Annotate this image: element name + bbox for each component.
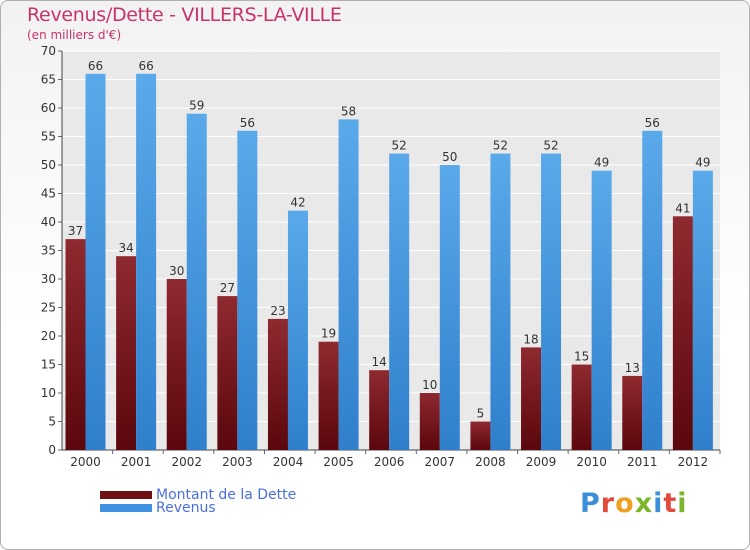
value-label-debt: 5 (477, 407, 485, 421)
x-tick-label: 2008 (475, 455, 506, 469)
x-tick-label: 2001 (121, 455, 152, 469)
legend-label-revenue: Revenus (156, 500, 216, 516)
x-tick-label: 2000 (70, 455, 101, 469)
bar-revenue (187, 114, 207, 450)
value-label-revenue: 50 (442, 150, 457, 164)
value-label-revenue: 49 (695, 156, 710, 170)
bar-revenue (592, 171, 612, 450)
bar-debt (167, 279, 187, 450)
bar-debt (369, 370, 389, 450)
value-label-debt: 10 (422, 378, 437, 392)
bar-debt (673, 216, 693, 450)
bar-revenue (288, 211, 308, 450)
value-label-debt: 37 (68, 224, 83, 238)
value-label-revenue: 52 (543, 139, 558, 153)
x-tick-label: 2003 (222, 455, 253, 469)
bar-chart: 0 5 10 15 20 25 30 35 40 45 50 55 60 65 70 37 66 2000 34 66… (0, 0, 750, 550)
y-tick-label: 55 (41, 130, 56, 144)
x-tick-label: 2009 (526, 455, 557, 469)
legend-swatch-debt (100, 491, 152, 499)
bar-debt (268, 319, 288, 450)
bar-revenue (237, 131, 257, 450)
y-tick-label: 60 (41, 101, 56, 115)
bar-debt (66, 239, 86, 450)
y-tick-label: 20 (41, 329, 56, 343)
x-tick-label: 2006 (374, 455, 405, 469)
y-tick-label: 35 (41, 244, 56, 258)
bar-debt (521, 347, 541, 450)
value-label-debt: 30 (169, 264, 184, 278)
x-tick-label: 2011 (627, 455, 658, 469)
proxiti-logo: Proxiti (580, 488, 688, 519)
bar-debt (470, 422, 490, 451)
y-tick-label: 40 (41, 215, 56, 229)
x-tick-label: 2005 (323, 455, 354, 469)
x-tick-label: 2004 (273, 455, 304, 469)
value-label-debt: 15 (574, 350, 589, 364)
bar-debt (622, 376, 642, 450)
value-label-debt: 18 (523, 332, 538, 346)
bar-debt (116, 256, 136, 450)
legend-item-revenue: Revenus (100, 500, 216, 516)
value-label-debt: 41 (675, 201, 690, 215)
y-tick-label: 10 (41, 386, 56, 400)
value-label-revenue: 52 (493, 139, 508, 153)
y-tick-label: 15 (41, 358, 56, 372)
y-tick-label: 65 (41, 73, 56, 87)
value-label-debt: 23 (270, 304, 285, 318)
value-label-revenue: 42 (290, 196, 305, 210)
bar-revenue (440, 165, 460, 450)
y-tick-label: 50 (41, 158, 56, 172)
bar-revenue (389, 154, 409, 450)
bar-revenue (136, 74, 156, 450)
x-tick-label: 2007 (425, 455, 456, 469)
value-label-debt: 34 (118, 241, 133, 255)
y-tick-label: 25 (41, 301, 56, 315)
value-label-revenue: 56 (645, 116, 660, 130)
legend-swatch-revenue (100, 504, 152, 512)
x-tick-label: 2012 (678, 455, 709, 469)
value-label-revenue: 66 (138, 59, 153, 73)
value-label-revenue: 58 (341, 104, 356, 118)
value-label-revenue: 49 (594, 156, 609, 170)
value-label-revenue: 56 (240, 116, 255, 130)
bar-revenue (339, 119, 359, 450)
bar-debt (217, 296, 237, 450)
bar-revenue (642, 131, 662, 450)
bar-revenue (490, 154, 510, 450)
x-tick-label: 2002 (171, 455, 202, 469)
value-label-debt: 13 (625, 361, 640, 375)
bar-debt (420, 393, 440, 450)
y-tick-label: 45 (41, 187, 56, 201)
x-tick-label: 2010 (576, 455, 607, 469)
value-label-debt: 27 (220, 281, 235, 295)
bar-revenue (86, 74, 106, 450)
y-tick-label: 5 (48, 415, 56, 429)
bar-revenue (693, 171, 713, 450)
y-tick-label: 0 (48, 443, 56, 457)
value-label-debt: 19 (321, 327, 336, 341)
value-label-revenue: 52 (392, 139, 407, 153)
bar-debt (319, 342, 339, 450)
bar-revenue (541, 154, 561, 450)
value-label-revenue: 59 (189, 99, 204, 113)
y-tick-label: 30 (41, 272, 56, 286)
bar-debt (572, 365, 592, 451)
value-label-revenue: 66 (88, 59, 103, 73)
value-label-debt: 14 (372, 355, 387, 369)
y-tick-label: 70 (41, 44, 56, 58)
